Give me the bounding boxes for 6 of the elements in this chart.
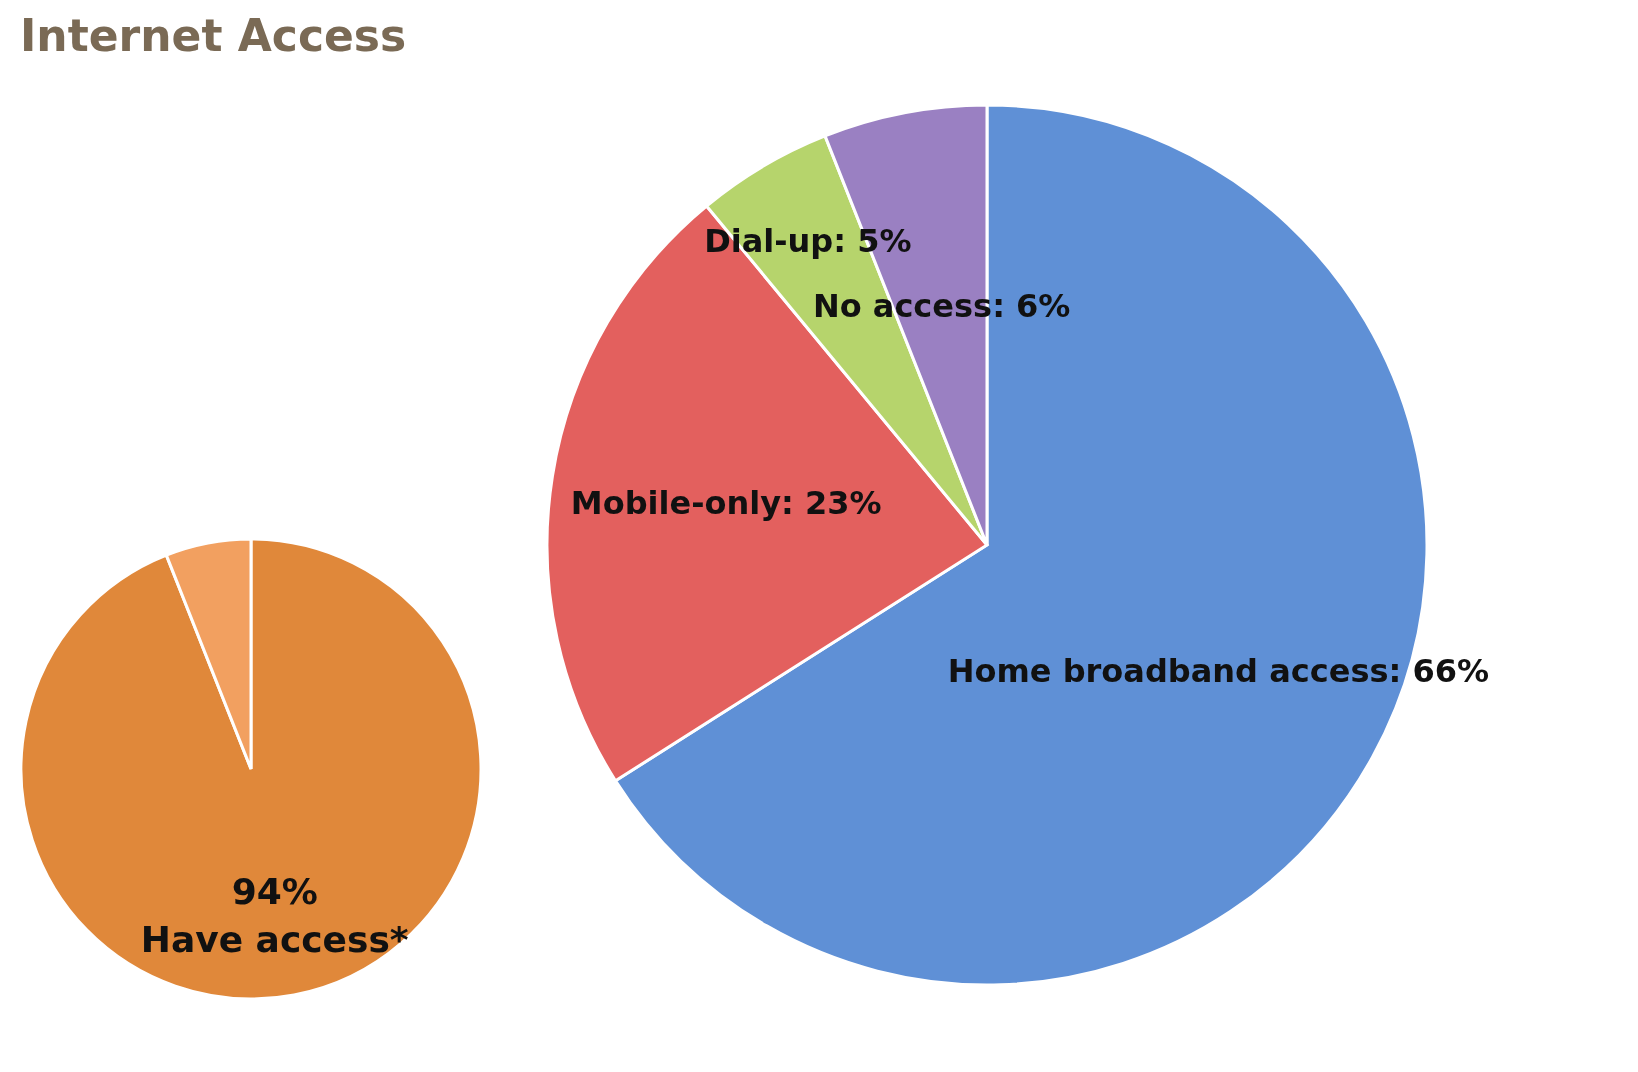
slice-label: Home broadband access: 66% [947, 652, 1489, 691]
slice-label: Mobile-only: 23% [570, 483, 882, 522]
slice-label: Have access* [140, 919, 409, 961]
data-label: 94% [231, 871, 318, 913]
pie-slice [19, 537, 483, 1001]
chart-title: Internet Access [19, 9, 408, 63]
